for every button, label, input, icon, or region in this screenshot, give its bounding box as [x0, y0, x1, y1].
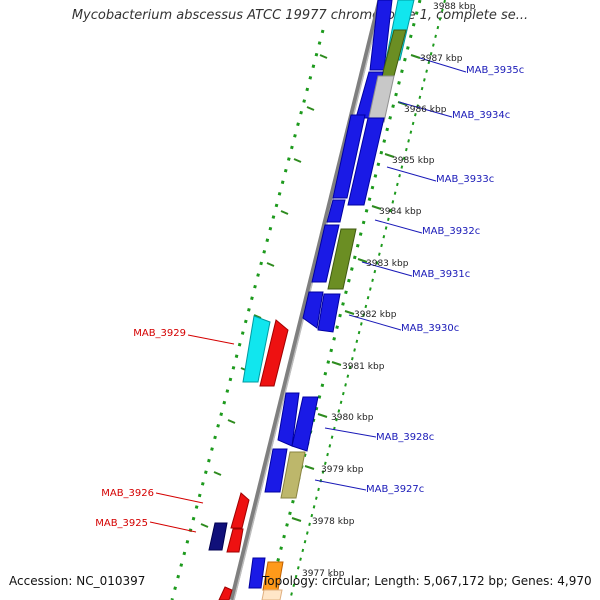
gene-label[interactable]: MAB_3925	[95, 518, 148, 529]
gene-labels-reverse[interactable]: MAB_3935c MAB_3934c MAB_3933c MAB_3932c …	[366, 65, 524, 495]
gene-arrow[interactable]	[302, 291, 324, 329]
gene-arrow[interactable]	[291, 396, 319, 452]
label-connectors	[149, 57, 467, 533]
gene-label[interactable]: MAB_3933c	[436, 174, 494, 185]
gene-arrow[interactable]	[218, 586, 233, 600]
accession-text: Accession: NC_010397	[9, 574, 146, 588]
kbp-label: 3983 kbp	[366, 259, 409, 269]
gene-label[interactable]: MAB_3932c	[422, 226, 480, 237]
gene-arrow[interactable]	[259, 319, 289, 387]
gene-arrow[interactable]	[248, 557, 266, 589]
kbp-label: 3980 kbp	[331, 413, 374, 423]
kbp-label: 3982 kbp	[354, 310, 397, 320]
gene-label[interactable]: MAB_3926	[101, 488, 154, 499]
kbp-label: 3978 kbp	[312, 517, 355, 527]
gene-label[interactable]: MAB_3927c	[366, 484, 424, 495]
kbp-label: 3984 kbp	[379, 207, 422, 217]
kbp-label: 3981 kbp	[342, 362, 385, 372]
gene-arrow[interactable]	[327, 228, 357, 290]
kbp-label: 3985 kbp	[392, 156, 435, 166]
gene-arrow[interactable]	[264, 448, 288, 493]
gene-label[interactable]: MAB_3929	[133, 328, 186, 339]
kbp-labels: 3988 kbp 3987 kbp 3986 kbp 3985 kbp 3984…	[302, 2, 476, 579]
genes-forward[interactable]	[208, 315, 289, 600]
gene-arrow[interactable]	[261, 589, 283, 600]
tick-track	[170, 0, 446, 600]
gene-labels-forward[interactable]: MAB_3929 MAB_3926 MAB_3925	[95, 328, 186, 529]
gene-label[interactable]: MAB_3928c	[376, 432, 434, 443]
kbp-label: 3986 kbp	[404, 105, 447, 115]
gene-arrow[interactable]	[367, 75, 395, 123]
gene-arrow[interactable]	[242, 315, 271, 383]
kbp-label: 3988 kbp	[433, 2, 476, 12]
gene-arrow[interactable]	[311, 224, 340, 283]
gene-arrow[interactable]	[317, 293, 341, 333]
topology-text: Topology: circular; Length: 5,067,172 bp…	[262, 574, 592, 588]
genes-reverse[interactable]	[248, 0, 415, 600]
gene-label[interactable]: MAB_3931c	[412, 269, 470, 280]
gene-label[interactable]: MAB_3934c	[452, 110, 510, 121]
kbp-label: 3979 kbp	[321, 465, 364, 475]
gene-label[interactable]: MAB_3935c	[466, 65, 524, 76]
kbp-label: 3977 kbp	[302, 569, 345, 579]
kbp-label: 3987 kbp	[420, 54, 463, 64]
gene-arrow[interactable]	[230, 492, 250, 529]
gene-arrow[interactable]	[332, 114, 366, 199]
gene-arrow[interactable]	[226, 528, 244, 553]
gene-arrow[interactable]	[347, 117, 385, 206]
gene-arrow[interactable]	[208, 522, 228, 551]
gene-arrow[interactable]	[280, 451, 306, 499]
sequence-title: Mycobacterium abscessus ATCC 19977 chrom…	[71, 8, 529, 23]
gene-label[interactable]: MAB_3930c	[401, 323, 459, 334]
gene-arrow[interactable]	[326, 199, 346, 223]
